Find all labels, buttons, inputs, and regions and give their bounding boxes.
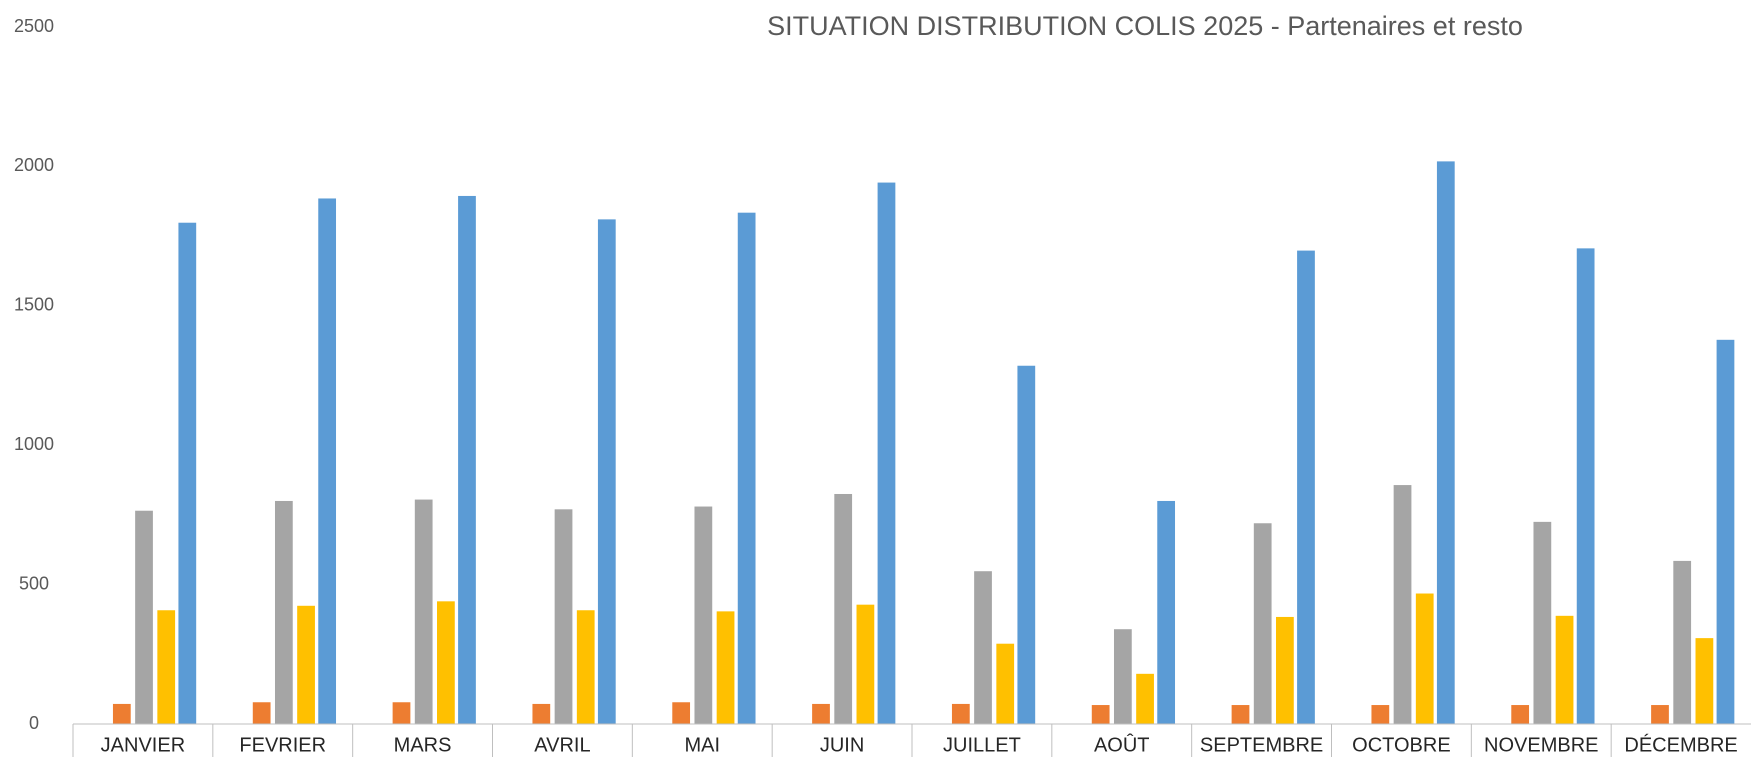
- bar: [716, 611, 735, 724]
- x-tick-label: MAI: [684, 734, 720, 756]
- chart-title: SITUATION DISTRIBUTION COLIS 2025 - Part…: [767, 11, 1523, 41]
- bar: [996, 643, 1015, 724]
- bar: [1533, 521, 1552, 724]
- bar: [672, 702, 691, 724]
- bar: [974, 571, 992, 724]
- bar: [554, 509, 573, 724]
- bar: [1415, 593, 1434, 724]
- bar: [1576, 248, 1595, 725]
- y-tick-label: 2500: [14, 16, 54, 36]
- bar: [1253, 523, 1272, 724]
- bar: [1231, 705, 1250, 724]
- bar: [392, 702, 411, 724]
- x-tick-label: AVRIL: [534, 734, 590, 756]
- bar: [1555, 615, 1574, 724]
- bar: [576, 610, 595, 724]
- bar: [1436, 161, 1455, 725]
- bar: [951, 703, 970, 724]
- bar: [1393, 485, 1412, 724]
- bar: [1651, 705, 1669, 724]
- bar: [1673, 560, 1692, 724]
- x-tick-label: FEVRIER: [239, 734, 326, 756]
- bar: [1276, 616, 1294, 724]
- y-tick-label: 1000: [14, 434, 54, 454]
- bar: [597, 219, 616, 724]
- bar: [812, 703, 830, 724]
- x-tick-label: SEPTEMBRE: [1200, 734, 1323, 756]
- bar: [458, 195, 476, 724]
- bar: [532, 703, 551, 724]
- bar: [297, 605, 315, 724]
- y-tick-label: 2000: [14, 155, 54, 175]
- x-tick-label: JANVIER: [101, 734, 185, 756]
- x-tick-label: JUILLET: [943, 734, 1021, 756]
- bar: [877, 182, 896, 724]
- bar: [694, 506, 713, 724]
- bar: [1716, 339, 1735, 724]
- x-tick-label: DÉCEMBRE: [1624, 733, 1737, 756]
- bar: [737, 212, 756, 725]
- bar: [318, 198, 337, 724]
- x-tick-label: AOÛT: [1094, 733, 1150, 756]
- x-tick-label: MARS: [394, 734, 452, 756]
- y-tick-label: 0: [29, 713, 39, 733]
- bar: [856, 604, 875, 724]
- x-tick-label: OCTOBRE: [1352, 734, 1451, 756]
- bar: [1511, 705, 1530, 724]
- bar: [178, 222, 197, 725]
- bar: [437, 601, 455, 724]
- bar: [157, 610, 176, 724]
- bar: [112, 703, 131, 724]
- bar: [1017, 365, 1036, 724]
- bar: [135, 510, 153, 724]
- bar: [834, 493, 853, 724]
- x-tick-label: JUIN: [820, 734, 864, 756]
- bar: [252, 702, 271, 724]
- bar: [1113, 629, 1132, 724]
- bar: [1136, 673, 1154, 724]
- bar: [274, 500, 293, 724]
- x-tick-label: NOVEMBRE: [1484, 734, 1598, 756]
- bar: [1695, 638, 1714, 724]
- y-tick-label: 1500: [14, 295, 54, 315]
- bar: [1091, 705, 1110, 724]
- bar: [1157, 500, 1176, 724]
- bar: [1297, 250, 1315, 724]
- bar: [1371, 705, 1390, 724]
- bar: [414, 499, 433, 724]
- y-tick-label: 500: [19, 573, 49, 593]
